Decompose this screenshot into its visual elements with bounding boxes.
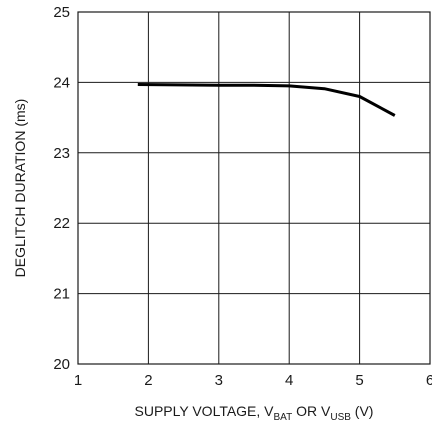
y-tick-label: 25 [53, 4, 70, 21]
x-tick-label: 6 [426, 372, 432, 389]
x-tick-labels: 1 2 3 4 5 6 [74, 372, 432, 389]
x-axis-label-prefix: SUPPLY VOLTAGE, V [135, 403, 275, 419]
y-tick-label: 24 [53, 74, 70, 91]
x-axis-label-sub-usb: USB [330, 412, 351, 423]
y-tick-label: 20 [53, 356, 70, 373]
y-tick-label: 23 [53, 145, 70, 162]
x-tick-label: 1 [74, 372, 82, 389]
series-line-0 [137, 83, 396, 117]
x-tick-label: 5 [355, 372, 363, 389]
y-tick-label: 21 [53, 286, 70, 303]
x-axis-label-sub-bat: BAT [274, 412, 293, 423]
series-layer [137, 83, 396, 117]
y-tick-label: 22 [53, 215, 70, 232]
x-axis-label-suffix: (V) [351, 403, 374, 419]
plot-frame [77, 11, 431, 365]
y-axis-label: DEGLITCH DURATION (ms) [12, 99, 28, 278]
y-tick-labels: 20 21 22 23 24 25 [53, 4, 70, 373]
x-axis-label: SUPPLY VOLTAGE, VBAT OR VUSB (V) [135, 403, 374, 423]
x-axis-label-middle: OR V [292, 403, 331, 419]
x-tick-label: 4 [285, 372, 293, 389]
x-tick-label: 2 [144, 372, 152, 389]
grid [78, 12, 430, 364]
x-tick-label: 3 [215, 372, 223, 389]
